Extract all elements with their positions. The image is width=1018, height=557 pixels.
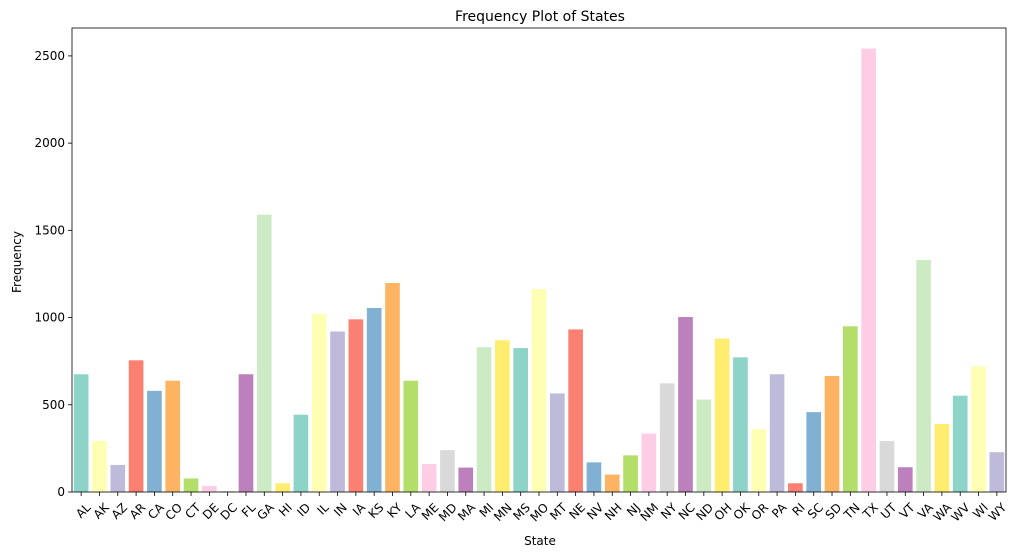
bar-al	[73, 374, 89, 492]
bar-wv	[952, 395, 968, 492]
bar-ca	[147, 390, 162, 492]
bar-in	[330, 331, 345, 492]
bar-md	[440, 450, 455, 492]
bar-mi	[476, 347, 492, 492]
bar-ga	[256, 214, 272, 492]
x-tick-label: GA	[254, 500, 277, 523]
bar-de	[202, 485, 217, 492]
bar-la	[403, 380, 419, 492]
bar-mt	[549, 393, 565, 492]
bars-group	[73, 48, 1005, 492]
y-tick-label: 1000	[34, 311, 65, 325]
bar-wa	[934, 423, 950, 492]
y-tick-label: 2500	[34, 49, 65, 63]
bar-nd	[696, 399, 712, 492]
x-tick-label: NH	[602, 500, 625, 523]
bar-sd	[824, 376, 840, 492]
y-axis: 0 500 1000 1500 2000 2500	[34, 49, 72, 499]
bar-wy	[989, 452, 1005, 492]
x-tick-label: PA	[769, 500, 790, 521]
bar-dc	[220, 491, 235, 492]
bar-az	[110, 464, 126, 492]
bar-vt	[897, 467, 913, 492]
bar-mn	[495, 340, 510, 492]
x-tick-label: OR	[749, 500, 771, 522]
bar-wi	[971, 366, 986, 492]
bar-tx	[861, 48, 876, 492]
bar-ia	[348, 319, 364, 492]
bar-va	[916, 260, 931, 492]
bar-nj	[623, 455, 638, 492]
x-tick-label: WV	[948, 500, 973, 525]
bar-co	[165, 380, 181, 492]
y-tick-label: 0	[57, 485, 65, 499]
bar-id	[293, 414, 309, 492]
x-tick-label: HI	[276, 500, 295, 519]
bar-ok	[733, 357, 748, 492]
bar-ak	[92, 440, 107, 492]
x-tick-label: IA	[350, 500, 369, 519]
y-axis-title: Frequency	[10, 231, 24, 293]
bar-nv	[586, 462, 602, 492]
bar-or	[751, 429, 767, 492]
bar-sc	[806, 412, 822, 492]
bar-tn	[843, 326, 858, 492]
bar-ri	[788, 483, 803, 492]
y-tick-label: 2000	[34, 136, 65, 150]
bar-fl	[238, 374, 254, 492]
bar-ut	[879, 441, 895, 492]
x-tick-label: IL	[314, 500, 331, 517]
bar-ky	[385, 283, 400, 492]
bar-pa	[769, 374, 785, 492]
bar-ks	[366, 307, 382, 492]
bar-nm	[641, 433, 657, 492]
bar-oh	[714, 338, 730, 492]
bar-ma	[458, 467, 474, 492]
bar-me	[421, 464, 437, 492]
x-tick-label: ID	[294, 500, 313, 519]
x-tick-label: FL	[239, 500, 259, 520]
bar-mo	[531, 289, 547, 492]
plot-frame	[71, 27, 1007, 493]
bar-ne	[568, 329, 583, 492]
bar-hi	[275, 483, 290, 492]
x-tick-label: IN	[331, 500, 350, 519]
bar-ms	[513, 348, 529, 492]
y-tick-label: 1500	[34, 223, 65, 237]
x-tick-label: DC	[218, 500, 240, 522]
x-tick-label: RI	[789, 500, 807, 518]
bar-il	[311, 314, 327, 492]
bar-ct	[183, 478, 199, 492]
x-axis-title: State	[524, 534, 556, 548]
bar-ar	[128, 360, 144, 492]
bar-ny	[659, 383, 675, 492]
bar-nc	[678, 317, 693, 492]
x-tick-label: MA	[455, 500, 479, 524]
chart-title: Frequency Plot of States	[455, 9, 625, 25]
y-tick-label: 500	[42, 398, 65, 412]
x-tick-label: WY	[986, 500, 1010, 524]
bar-nh	[604, 474, 620, 492]
